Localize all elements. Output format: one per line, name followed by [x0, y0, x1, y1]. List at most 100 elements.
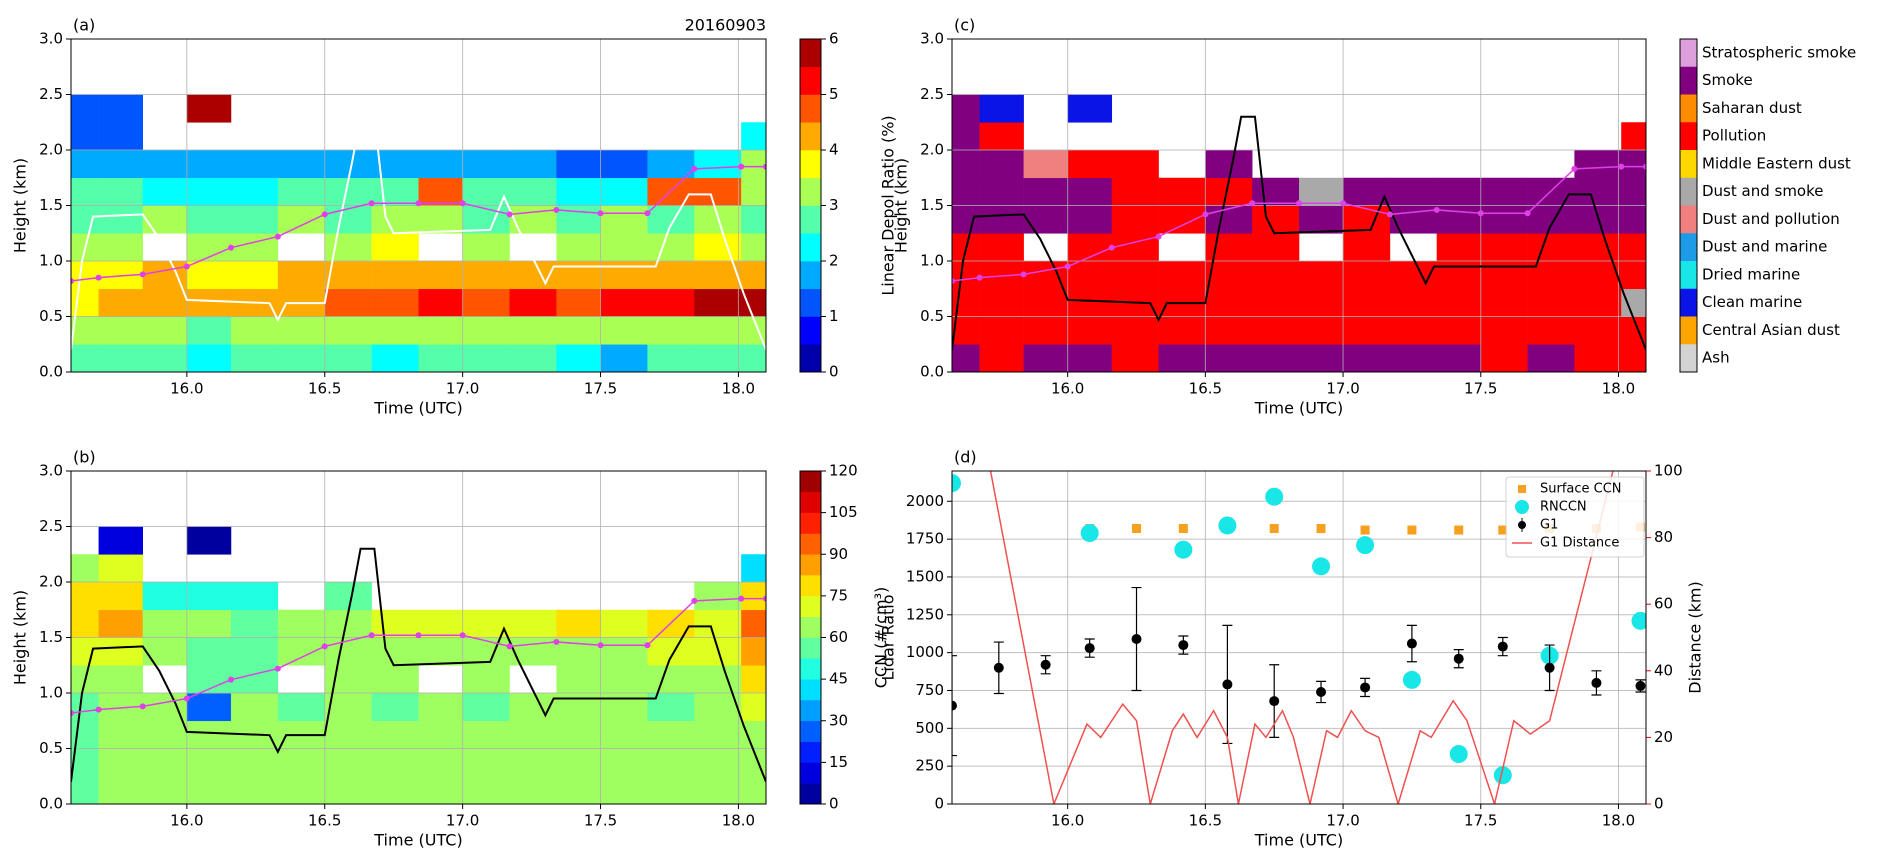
cell [186, 748, 232, 777]
cell [556, 693, 601, 722]
mean-point [321, 643, 328, 650]
cell [71, 554, 99, 583]
cell [1527, 205, 1575, 234]
class-label: Dust and pollution [1702, 210, 1840, 228]
class-label: Clean marine [1702, 293, 1802, 311]
cell [142, 720, 188, 749]
y-tick-label: 1500 [906, 567, 944, 585]
cell [509, 288, 557, 317]
g1-marker [993, 662, 1004, 673]
cell [186, 720, 232, 749]
cell [418, 609, 463, 638]
colorbar-tick-label: 45 [829, 670, 848, 688]
cell [277, 609, 326, 638]
y-tick-label: 0.5 [39, 739, 63, 757]
y2-tick-label: 80 [1654, 528, 1673, 546]
colorbar-tick-label: 15 [829, 753, 848, 771]
class-swatch [1680, 122, 1697, 151]
colorbar-segment [800, 316, 821, 345]
cell [142, 748, 188, 777]
mean-point [1064, 263, 1071, 270]
cell [1205, 316, 1253, 345]
cell [1023, 177, 1068, 206]
cell [694, 609, 742, 638]
y-tick-label: 2.0 [920, 141, 944, 159]
colorbar-tick-label: 120 [829, 462, 858, 480]
mean-point [227, 676, 234, 683]
colorbar-segment [800, 94, 821, 123]
cell [230, 693, 279, 722]
mean-point [644, 210, 651, 217]
cell [324, 344, 372, 372]
cell [509, 316, 557, 345]
class-label: Pollution [1702, 127, 1766, 145]
cell [462, 288, 510, 317]
mean-point [95, 274, 102, 281]
mean-point [738, 163, 745, 170]
y-tick-label: 2.5 [39, 517, 63, 535]
cell [71, 122, 99, 151]
cell [371, 609, 419, 638]
circle-marker [1265, 487, 1284, 506]
g1-marker [1635, 680, 1646, 691]
mean-point [763, 595, 766, 602]
cell [741, 233, 766, 262]
cell [462, 637, 510, 666]
class-swatch [1680, 233, 1697, 262]
colorbar-segment [800, 491, 821, 513]
mean-point [691, 597, 698, 604]
cell [979, 233, 1024, 262]
cell [952, 344, 980, 372]
cell [186, 582, 232, 611]
legend-swatch [1518, 485, 1526, 493]
cell [1205, 205, 1253, 234]
cell [71, 776, 99, 804]
colorbar-segment [800, 66, 821, 95]
circle-marker [1356, 536, 1375, 555]
cell [1158, 344, 1206, 372]
cell [952, 94, 980, 123]
cell [694, 776, 742, 804]
x-tick-label: 16.0 [1051, 380, 1084, 398]
cell [142, 637, 188, 666]
panel-label: (a) [73, 16, 95, 35]
square-marker [1132, 524, 1142, 534]
colorbar-segment [800, 471, 821, 493]
cell [186, 177, 232, 206]
class-swatch [1680, 94, 1697, 123]
mean-point [321, 211, 328, 218]
cell [1299, 261, 1344, 290]
y-tick-label: 1000 [906, 643, 944, 661]
cell [324, 720, 372, 749]
cell [694, 233, 742, 262]
cell [418, 261, 463, 290]
cell [98, 720, 144, 749]
colorbar-tick-label: 0 [829, 363, 839, 381]
cell [952, 261, 980, 290]
cell [741, 720, 766, 749]
cell [462, 150, 510, 179]
g1-marker [1544, 662, 1555, 673]
cell [1574, 150, 1622, 179]
cell [1067, 344, 1113, 372]
y-axis-label: CCN (#/cm³) [872, 587, 891, 688]
cell [694, 748, 742, 777]
mean-point [274, 233, 281, 240]
cell [694, 150, 742, 179]
g1-marker [1040, 659, 1051, 670]
cell [1252, 344, 1300, 372]
colorbar-tick-label: 90 [829, 545, 848, 563]
mean-point [183, 695, 190, 702]
cell [1343, 233, 1391, 262]
cell [694, 665, 742, 694]
y-tick-label: 750 [915, 681, 944, 699]
cell [98, 637, 144, 666]
cell [1067, 94, 1113, 123]
y-tick-label: 2000 [906, 492, 944, 510]
y-tick-label: 2.5 [39, 85, 63, 103]
cell [694, 582, 742, 611]
mean-point [553, 206, 560, 213]
cell [556, 316, 601, 345]
cell [556, 720, 601, 749]
colorbar-segment [800, 150, 821, 179]
